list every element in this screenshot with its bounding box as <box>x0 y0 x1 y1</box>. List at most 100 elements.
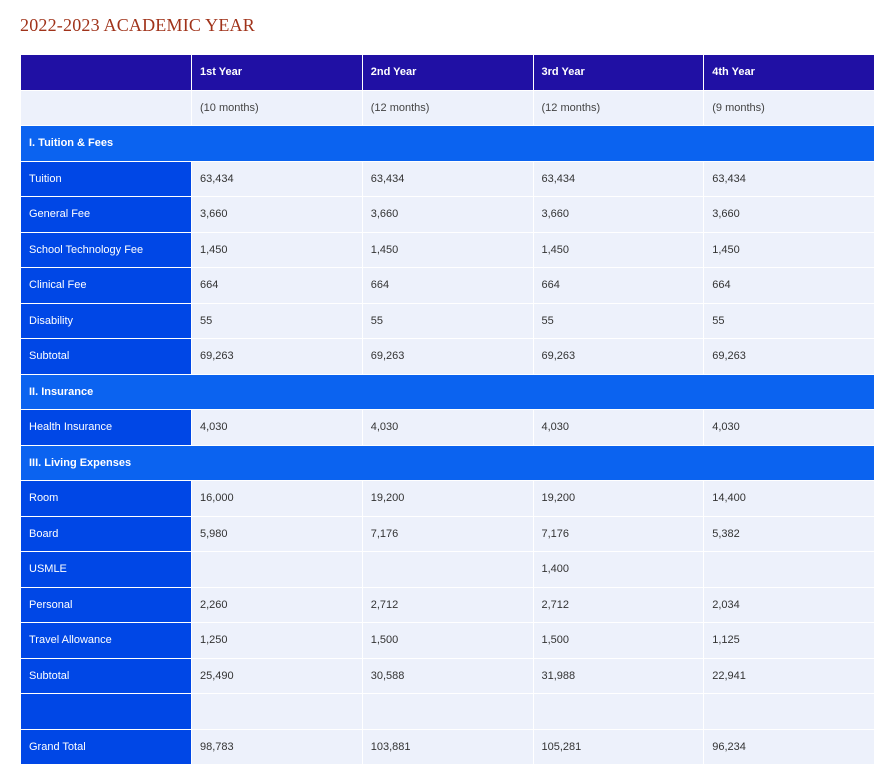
value-cell: 1,250 <box>191 622 363 659</box>
table-row: USMLE 1,400 <box>20 551 875 588</box>
value-cell: 55 <box>191 302 363 339</box>
value-cell <box>191 551 363 588</box>
value-cell: 2,712 <box>532 586 705 623</box>
value-cell: 5,980 <box>191 515 363 552</box>
cost-of-attendance-table: 1st Year 2nd Year 3rd Year 4th Year (10 … <box>20 54 875 765</box>
value-cell: 3,660 <box>703 196 875 233</box>
value-cell: 105,281 <box>532 728 705 765</box>
value-cell: 1,450 <box>532 231 705 268</box>
value-cell: 31,988 <box>532 657 705 694</box>
value-cell: 14,400 <box>703 480 875 517</box>
value-cell: 19,200 <box>532 480 705 517</box>
header-3rd-year: 3rd Year <box>532 54 705 91</box>
months-4th-year: (9 months) <box>703 89 875 126</box>
value-cell: 3,660 <box>361 196 534 233</box>
year-header-row: 1st Year 2nd Year 3rd Year 4th Year <box>20 54 875 91</box>
row-label-personal: Personal <box>20 586 192 623</box>
value-cell: 1,450 <box>703 231 875 268</box>
table-row: General Fee 3,660 3,660 3,660 3,660 <box>20 196 875 233</box>
value-cell: 55 <box>703 302 875 339</box>
row-label-school-technology-fee: School Technology Fee <box>20 231 192 268</box>
value-cell <box>703 551 875 588</box>
value-cell: 7,176 <box>532 515 705 552</box>
row-label-clinical-fee: Clinical Fee <box>20 267 192 304</box>
header-2nd-year: 2nd Year <box>361 54 534 91</box>
section-row-iii-living-expenses: III. Living Expenses <box>20 444 875 481</box>
months-blank-cell <box>20 89 192 126</box>
value-cell: 664 <box>191 267 363 304</box>
value-cell: 664 <box>532 267 705 304</box>
value-cell <box>703 693 875 730</box>
value-cell: 2,712 <box>361 586 534 623</box>
value-cell: 69,263 <box>191 338 363 375</box>
value-cell: 69,263 <box>532 338 705 375</box>
section-title: I. Tuition & Fees <box>20 125 875 162</box>
months-2nd-year: (12 months) <box>361 89 534 126</box>
page-title: 2022-2023 ACADEMIC YEAR <box>20 15 255 35</box>
value-cell: 3,660 <box>191 196 363 233</box>
row-label-usmle: USMLE <box>20 551 192 588</box>
value-cell: 4,030 <box>361 409 534 446</box>
value-cell: 22,941 <box>703 657 875 694</box>
value-cell: 55 <box>532 302 705 339</box>
header-4th-year: 4th Year <box>703 54 875 91</box>
value-cell: 96,234 <box>703 728 875 765</box>
table-row: Subtotal 25,490 30,588 31,988 22,941 <box>20 657 875 694</box>
table-row: Travel Allowance 1,250 1,500 1,500 1,125 <box>20 622 875 659</box>
value-cell: 664 <box>703 267 875 304</box>
value-cell: 63,434 <box>191 160 363 197</box>
value-cell: 63,434 <box>361 160 534 197</box>
value-cell: 5,382 <box>703 515 875 552</box>
table-row: Health Insurance 4,030 4,030 4,030 4,030 <box>20 409 875 446</box>
row-label-room: Room <box>20 480 192 517</box>
value-cell: 7,176 <box>361 515 534 552</box>
value-cell: 19,200 <box>361 480 534 517</box>
value-cell <box>361 693 534 730</box>
value-cell: 4,030 <box>532 409 705 446</box>
table-row: Grand Total 98,783 103,881 105,281 96,234 <box>20 728 875 765</box>
table-row: Tuition 63,434 63,434 63,434 63,434 <box>20 160 875 197</box>
value-cell <box>191 693 363 730</box>
row-label-travel-allowance: Travel Allowance <box>20 622 192 659</box>
row-label-disability: Disability <box>20 302 192 339</box>
value-cell: 30,588 <box>361 657 534 694</box>
section-title: II. Insurance <box>20 373 875 410</box>
value-cell: 1,400 <box>532 551 705 588</box>
value-cell: 1,450 <box>191 231 363 268</box>
months-row: (10 months) (12 months) (12 months) (9 m… <box>20 89 875 126</box>
table-row: Clinical Fee 664 664 664 664 <box>20 267 875 304</box>
value-cell: 63,434 <box>532 160 705 197</box>
value-cell: 69,263 <box>703 338 875 375</box>
value-cell: 3,660 <box>532 196 705 233</box>
section-row-ii-insurance: II. Insurance <box>20 373 875 410</box>
table-row: Subtotal 69,263 69,263 69,263 69,263 <box>20 338 875 375</box>
value-cell: 664 <box>361 267 534 304</box>
value-cell: 1,500 <box>532 622 705 659</box>
value-cell: 4,030 <box>191 409 363 446</box>
header-1st-year: 1st Year <box>191 54 363 91</box>
value-cell <box>361 551 534 588</box>
value-cell: 69,263 <box>361 338 534 375</box>
section-row-i-tuition-fees: I. Tuition & Fees <box>20 125 875 162</box>
table-row: Room 16,000 19,200 19,200 14,400 <box>20 480 875 517</box>
row-label-health-insurance: Health Insurance <box>20 409 192 446</box>
table-row: Personal 2,260 2,712 2,712 2,034 <box>20 586 875 623</box>
value-cell: 25,490 <box>191 657 363 694</box>
table-row <box>20 693 875 730</box>
value-cell: 2,260 <box>191 586 363 623</box>
header-blank-cell <box>20 54 192 91</box>
row-label-general-fee: General Fee <box>20 196 192 233</box>
value-cell: 16,000 <box>191 480 363 517</box>
value-cell: 1,125 <box>703 622 875 659</box>
months-1st-year: (10 months) <box>191 89 363 126</box>
months-3rd-year: (12 months) <box>532 89 705 126</box>
value-cell: 98,783 <box>191 728 363 765</box>
row-label-subtotal: Subtotal <box>20 657 192 694</box>
value-cell <box>532 693 705 730</box>
value-cell: 55 <box>361 302 534 339</box>
row-label-blank <box>20 693 192 730</box>
value-cell: 1,450 <box>361 231 534 268</box>
row-label-grand-total: Grand Total <box>20 728 192 765</box>
table-row: Disability 55 55 55 55 <box>20 302 875 339</box>
value-cell: 103,881 <box>361 728 534 765</box>
